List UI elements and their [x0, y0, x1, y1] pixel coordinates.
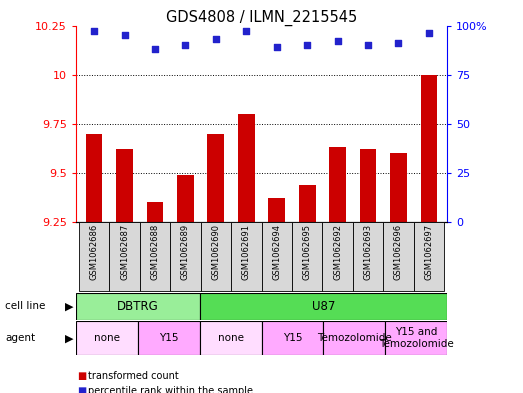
Text: GSM1062692: GSM1062692	[333, 224, 342, 280]
Point	[151, 46, 159, 52]
Bar	[146, 202, 163, 222]
Bar	[116, 149, 133, 222]
Bar	[177, 175, 194, 222]
Point	[120, 32, 129, 39]
Bar	[200, 321, 262, 355]
Bar	[79, 222, 109, 291]
Text: Y15: Y15	[159, 333, 178, 343]
Bar	[329, 147, 346, 222]
Point	[181, 42, 190, 48]
Point	[394, 40, 403, 46]
Bar	[208, 134, 224, 222]
Bar	[86, 134, 103, 222]
Bar	[353, 222, 383, 291]
Text: ■: ■	[77, 386, 87, 393]
Bar	[76, 293, 200, 320]
Bar	[238, 114, 255, 222]
Text: none: none	[218, 333, 244, 343]
Bar	[76, 321, 138, 355]
Text: GSM1062693: GSM1062693	[363, 224, 372, 280]
Text: GSM1062694: GSM1062694	[272, 224, 281, 280]
Text: GSM1062686: GSM1062686	[89, 224, 99, 280]
Bar	[231, 222, 262, 291]
Bar	[414, 222, 444, 291]
Bar	[383, 222, 414, 291]
Text: Y15 and
Temozolomide: Y15 and Temozolomide	[379, 327, 453, 349]
Bar	[140, 222, 170, 291]
Point	[364, 42, 372, 48]
Text: GSM1062687: GSM1062687	[120, 224, 129, 280]
Bar	[360, 149, 377, 222]
Text: percentile rank within the sample: percentile rank within the sample	[88, 386, 253, 393]
Text: ▶: ▶	[65, 333, 74, 343]
Point	[90, 28, 98, 35]
Point	[212, 36, 220, 42]
Text: Temozolomide: Temozolomide	[317, 333, 392, 343]
Text: GSM1062697: GSM1062697	[424, 224, 434, 280]
Text: GSM1062696: GSM1062696	[394, 224, 403, 280]
Text: DBTRG: DBTRG	[117, 299, 158, 313]
Text: GSM1062695: GSM1062695	[303, 224, 312, 280]
Text: ■: ■	[77, 371, 87, 382]
Text: GSM1062688: GSM1062688	[151, 224, 160, 280]
Bar	[322, 222, 353, 291]
Bar	[200, 293, 447, 320]
Point	[333, 38, 342, 44]
Bar	[170, 222, 201, 291]
Bar	[268, 198, 285, 222]
Text: GSM1062690: GSM1062690	[211, 224, 220, 280]
Point	[303, 42, 311, 48]
Bar	[109, 222, 140, 291]
Bar	[385, 321, 447, 355]
Bar	[262, 222, 292, 291]
Bar	[390, 153, 407, 222]
Text: cell line: cell line	[5, 301, 46, 311]
Bar	[201, 222, 231, 291]
Text: transformed count: transformed count	[88, 371, 179, 382]
Text: ▶: ▶	[65, 301, 74, 311]
Text: GSM1062689: GSM1062689	[181, 224, 190, 280]
Text: GSM1062691: GSM1062691	[242, 224, 251, 280]
Point	[425, 30, 433, 37]
Text: agent: agent	[5, 333, 36, 343]
Text: none: none	[94, 333, 120, 343]
Bar	[262, 321, 323, 355]
Point	[272, 44, 281, 50]
Bar	[292, 222, 322, 291]
Bar	[299, 185, 315, 222]
Bar	[420, 75, 437, 222]
Bar	[138, 321, 200, 355]
Bar	[323, 321, 385, 355]
Point	[242, 28, 251, 35]
Text: GDS4808 / ILMN_2215545: GDS4808 / ILMN_2215545	[166, 10, 357, 26]
Text: Y15: Y15	[283, 333, 302, 343]
Text: U87: U87	[312, 299, 335, 313]
